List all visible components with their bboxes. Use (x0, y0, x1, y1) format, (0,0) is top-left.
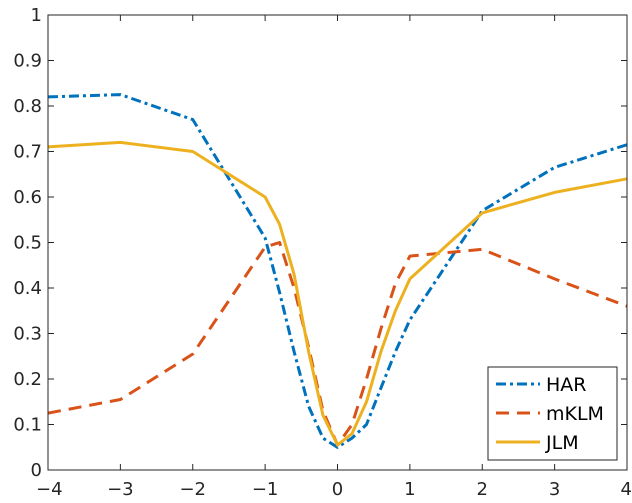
x-tick-label: 2 (477, 479, 488, 500)
y-tick-label: 0 (31, 460, 42, 481)
legend-box (487, 366, 618, 461)
y-tick-label: 0.9 (13, 51, 42, 72)
x-tick-label: −4 (36, 479, 63, 500)
x-tick-label: −1 (252, 479, 279, 500)
series-lines (47, 93, 628, 449)
y-tick-label: 0.6 (13, 187, 42, 208)
y-tick-label: 1 (31, 5, 42, 26)
x-tick-label: −2 (179, 479, 206, 500)
x-tick-label: 3 (549, 479, 560, 500)
legend-label: HAR (546, 374, 587, 396)
y-tick-label: 0.8 (13, 96, 42, 117)
y-tick-label: 0.5 (13, 233, 42, 254)
legend: HAR mKLM JLM (487, 366, 618, 461)
x-tick-label: 4 (621, 479, 632, 500)
series-line-jlm (47, 140, 628, 447)
x-tick-label: 1 (404, 479, 415, 500)
y-tick-label: 0.3 (13, 324, 42, 345)
x-tick-label: 0 (332, 479, 343, 500)
legend-label: mKLM (546, 403, 604, 425)
y-tick-label: 0.7 (13, 142, 42, 163)
axes: −4 −3 −2 −1 0 1 2 3 4 0 0.1 0.2 0.3 0.4 0.5 0.6 0.7 0.8 0.… (13, 5, 632, 500)
x-tick-label: −3 (107, 479, 134, 500)
legend-label: JLM (545, 432, 579, 454)
y-tick-label: 0.4 (13, 278, 42, 299)
y-tick-label: 0.1 (13, 415, 42, 436)
series-line-har (47, 93, 628, 449)
y-tick-label: 0.2 (13, 369, 42, 390)
